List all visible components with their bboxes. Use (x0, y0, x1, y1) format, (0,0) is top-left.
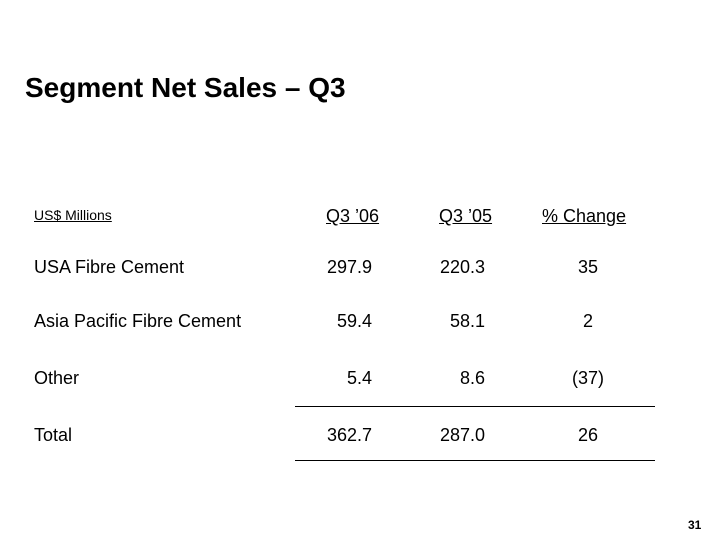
row-label: Other (34, 368, 80, 388)
cell-q3-06: 297.9 (326, 257, 372, 277)
cell-q3-06: 362.7 (326, 425, 372, 445)
cell-q3-06: 59.4 (336, 311, 372, 331)
cell-q3-06: 5.4 (346, 368, 372, 388)
page-number: 31 (688, 518, 702, 532)
row-label: Asia Pacific Fibre Cement (34, 311, 242, 331)
cell-percent-change: 35 (577, 257, 599, 277)
cell-q3-05: 8.6 (459, 368, 485, 388)
column-header-q3-06: Q3 ’06 (326, 206, 380, 226)
subtotal-rule (295, 406, 655, 407)
row-label: Total (34, 425, 73, 445)
cell-percent-change: (37) (571, 368, 604, 388)
units-label: US$ Millions (34, 207, 112, 223)
row-label: USA Fibre Cement (34, 257, 185, 277)
cell-percent-change: 2 (582, 311, 593, 331)
cell-percent-change: 26 (577, 425, 599, 445)
cell-q3-05: 287.0 (439, 425, 485, 445)
slide-title: Segment Net Sales – Q3 (25, 72, 346, 103)
total-rule (295, 460, 655, 461)
cell-q3-05: 220.3 (439, 257, 485, 277)
column-header-percent-change: % Change (542, 206, 627, 226)
cell-q3-05: 58.1 (449, 311, 485, 331)
column-header-q3-05: Q3 ’05 (439, 206, 493, 226)
